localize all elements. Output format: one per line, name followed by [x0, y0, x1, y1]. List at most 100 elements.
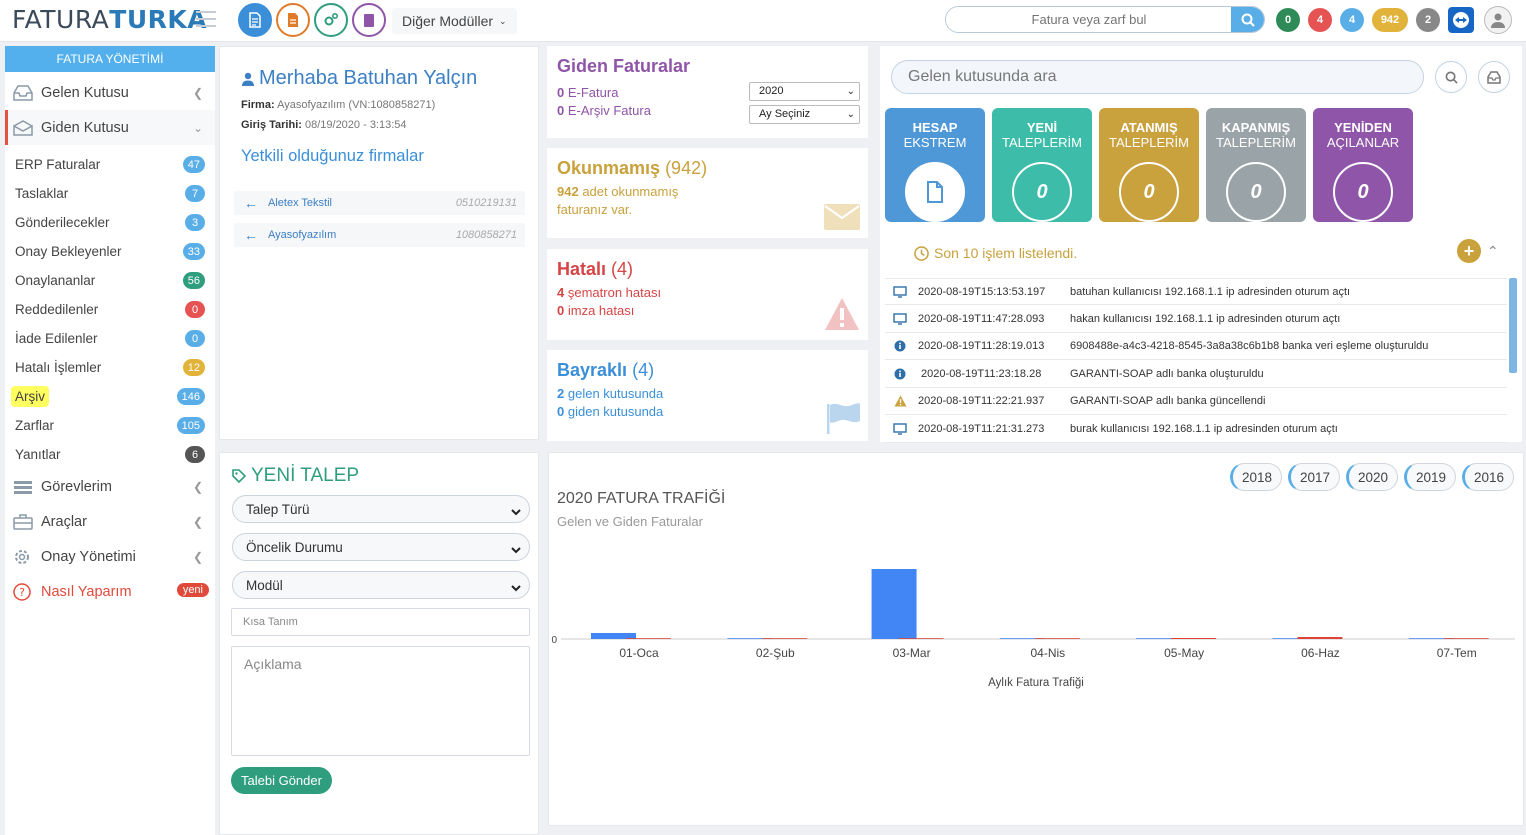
book-module-icon[interactable]: [352, 3, 386, 37]
bar[interactable]: [1034, 638, 1080, 639]
year-button-2020[interactable]: 2020: [1346, 463, 1398, 491]
sidebar-item-araclar[interactable]: Araçlar ❮: [5, 504, 215, 539]
sidebar-subitem[interactable]: Yanıtlar 6: [5, 440, 215, 469]
tile-talepleri̇m[interactable]: KAPANMIŞ TALEPLERİM 0: [1206, 108, 1306, 222]
firm-row[interactable]: ← Aletex Tekstil 0510219131: [234, 191, 525, 215]
efatura-link[interactable]: E-Fatura: [567, 85, 619, 100]
notification-badge[interactable]: 2: [1416, 8, 1440, 32]
sidebar-item-onay-yonetimi[interactable]: Onay Yönetimi ❮: [5, 539, 215, 574]
earsiv-link[interactable]: E-Arşiv Fatura: [567, 103, 651, 118]
module-select[interactable]: Modül: [232, 571, 530, 599]
sidebar-subitem[interactable]: Onaylananlar 56: [5, 266, 215, 295]
bar[interactable]: [1297, 637, 1343, 639]
sidebar-subitem[interactable]: Zarflar 105: [5, 411, 215, 440]
short-description-input[interactable]: Kısa Tanım: [231, 608, 530, 636]
menu-label: Araçlar: [41, 513, 87, 530]
menu-label: Onay Yönetimi: [41, 548, 136, 565]
priority-select[interactable]: Öncelik Durumu: [232, 533, 530, 561]
inbox-search-button[interactable]: [1435, 61, 1467, 93]
bar[interactable]: [1443, 638, 1489, 639]
bar[interactable]: [999, 638, 1045, 639]
other-modules-dropdown[interactable]: Diğer Modüller ⌄: [392, 8, 517, 34]
invoice-search-input[interactable]: [946, 7, 1232, 32]
tile-count: 0: [1119, 162, 1179, 222]
user-avatar[interactable]: [1484, 6, 1512, 34]
sidebar-item-gorevlerim[interactable]: Görevlerim ❮: [5, 469, 215, 504]
log-text: batuhan kullanıcısı 192.168.1.1 ip adres…: [1070, 285, 1351, 298]
sidebar-subitem[interactable]: Arşiv 146: [5, 382, 215, 411]
envelope-icon: [824, 204, 860, 230]
teamviewer-icon[interactable]: [1448, 7, 1474, 33]
flag-icon: [827, 403, 861, 434]
settings-module-icon[interactable]: [314, 3, 348, 37]
bar[interactable]: [591, 633, 636, 639]
year-button-2018[interactable]: 2018: [1230, 463, 1282, 491]
sidebar-subitem[interactable]: Reddedilenler 0: [5, 295, 215, 324]
new-request-panel: YENİ TALEP Talep Türü Öncelik Durumu Mod…: [219, 452, 539, 835]
sidebar-subitem[interactable]: Onay Bekleyenler 33: [5, 237, 215, 266]
inbox-search-input[interactable]: Gelen kutusunda ara: [891, 60, 1424, 94]
log-row[interactable]: 2020-08-19T15:13:53.197 batuhan kullanıcı…: [885, 278, 1507, 305]
notification-badge[interactable]: 0: [1276, 8, 1300, 32]
year-button-2016[interactable]: 2016: [1462, 463, 1514, 491]
log-scrollbar[interactable]: [1509, 278, 1517, 373]
hatali-panel[interactable]: Hatalı (4) 4 şematron hatası 0 imza hatas…: [547, 249, 868, 340]
description-textarea[interactable]: Açıklama: [231, 646, 530, 756]
sidebar-subitem[interactable]: Taslaklar 7: [5, 179, 215, 208]
sidebar-item-nasil-yaparim[interactable]: ? Nasıl Yaparım yeni: [5, 574, 215, 609]
log-row[interactable]: 2020-08-19T11:28:19.013 6908488e-a4c3-421…: [885, 333, 1507, 360]
tile-açilanlar[interactable]: YENİDEN AÇILANLAR 0: [1313, 108, 1413, 222]
collapse-chevron-icon[interactable]: ⌃: [1487, 243, 1499, 259]
bar[interactable]: [898, 638, 944, 639]
tile-talepleri̇m[interactable]: YENİ TALEPLERİM 0: [992, 108, 1092, 222]
logo[interactable]: FATURATURKA: [12, 5, 208, 34]
request-type-select[interactable]: Talep Türü: [232, 495, 530, 523]
tile-ekstrem[interactable]: HESAP EKSTREM: [885, 108, 985, 222]
count-badge: 7: [185, 185, 205, 202]
year-button-2017[interactable]: 2017: [1288, 463, 1340, 491]
inbox-download-button[interactable]: [1478, 61, 1510, 93]
arrow-left-icon: ←: [244, 195, 258, 211]
bar[interactable]: [727, 638, 773, 639]
sidebar-subitem[interactable]: Gönderilecekler 3: [5, 208, 215, 237]
sidebar-subitem[interactable]: İade Edilenler 0: [5, 324, 215, 353]
log-row[interactable]: 2020-08-19T11:21:31.273 burak kullanıcısı…: [885, 416, 1507, 443]
notification-badge[interactable]: 4: [1340, 8, 1364, 32]
notification-badge[interactable]: 942: [1372, 8, 1408, 32]
search-button[interactable]: [1231, 7, 1264, 32]
bar[interactable]: [871, 569, 917, 639]
submit-request-button[interactable]: Talebi Gönder: [231, 767, 332, 794]
add-icon[interactable]: +: [1457, 239, 1481, 263]
chevron-left-icon: ❮: [192, 480, 203, 494]
bar[interactable]: [1408, 638, 1454, 639]
bayrakli-panel[interactable]: Bayraklı (4) 2 gelen kutusunda 0 giden ku…: [547, 350, 868, 441]
sidebar-subitem[interactable]: ERP Faturalar 47: [5, 150, 215, 179]
bar[interactable]: [762, 638, 808, 639]
log-row[interactable]: 2020-08-19T11:22:21.937 GARANTI-SOAP adlı…: [885, 388, 1507, 415]
bar[interactable]: [1272, 638, 1318, 639]
bar[interactable]: [626, 638, 671, 639]
log-row[interactable]: 2020-08-19T11:23:18.28 GARANTI-SOAP adlı …: [885, 361, 1507, 388]
month-select[interactable]: Ay Seçiniz ⌄: [749, 105, 860, 124]
sidebar-subitem[interactable]: Hatalı İşlemler 12: [5, 353, 215, 382]
year-select[interactable]: 2020 ⌄: [749, 82, 860, 101]
hamburger-menu-icon[interactable]: [196, 11, 216, 27]
okunmamis-panel[interactable]: Okunmamış (942) 942 adet okunmamış fatura…: [547, 148, 868, 238]
bar[interactable]: [1171, 638, 1217, 639]
year-button-2019[interactable]: 2019: [1404, 463, 1456, 491]
bar[interactable]: [1136, 638, 1182, 639]
menu-label: Görevlerim: [41, 478, 112, 495]
log-text: 6908488e-a4c3-4218-8545-3a8a38c6b1b8 ban…: [1070, 340, 1429, 352]
notification-badge[interactable]: 4: [1308, 8, 1332, 32]
firm-row[interactable]: ← Ayasofyazılım 1080858271: [234, 223, 525, 247]
invoice-module-icon[interactable]: [238, 3, 272, 37]
menu-label: Gelen Kutusu: [41, 84, 129, 101]
sidebar-item-giden-kutusu[interactable]: Giden Kutusu ⌄: [5, 110, 215, 145]
greeting-panel: Merhaba Batuhan Yalçın Firma: Ayasofyazı…: [219, 46, 539, 440]
subitem-label: Yanıtlar: [15, 447, 61, 462]
sidebar-item-gelen-kutusu[interactable]: Gelen Kutusu ❮: [5, 75, 215, 110]
tile-talepleri̇m[interactable]: ATANMIŞ TALEPLERİM 0: [1099, 108, 1199, 222]
archive-module-icon[interactable]: [276, 3, 310, 37]
subitem-label: ERP Faturalar: [15, 157, 101, 172]
log-row[interactable]: 2020-08-19T11:47:28.093 hakan kullanıcısı…: [885, 306, 1507, 333]
